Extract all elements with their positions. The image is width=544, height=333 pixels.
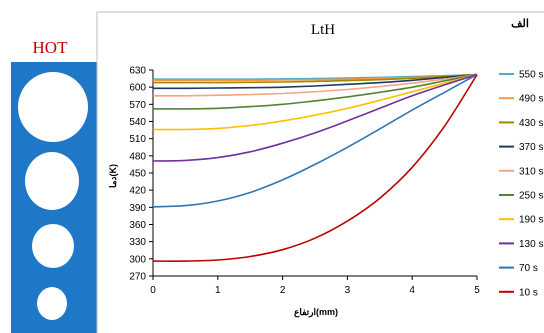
legend-label: 490 s (519, 94, 543, 105)
series-line-310s (153, 73, 478, 97)
y-tick-label: 390 (129, 203, 146, 214)
tube-hole (37, 287, 67, 320)
legend-label: 310 s (519, 166, 543, 177)
y-tick-label: 540 (129, 117, 146, 128)
series-line-190s (152, 73, 478, 131)
series-line-130s (152, 73, 478, 162)
axes-group: 270 300 330 360 390 420 450 480 510 540 570 600 630 0… (129, 66, 480, 297)
y-tick-label: 450 (129, 169, 146, 180)
y-tick-label: 570 (129, 100, 146, 111)
y-tick-label: 420 (129, 186, 146, 197)
series-line-10s (152, 74, 478, 262)
series-line-370s (152, 73, 478, 90)
legend-label: 550 s (519, 70, 543, 81)
x-tick-label: 3 (345, 285, 351, 296)
y-tick-label: 300 (129, 254, 146, 265)
legend: 550 s 490 s 430 s 370 s 310 s 250 s 190 s 130 s… (499, 70, 543, 298)
x-tick-label: 1 (215, 285, 221, 296)
series-line-70s (152, 73, 478, 208)
y-tick-label: 270 (129, 272, 146, 283)
x-tick-label: 4 (409, 285, 415, 296)
tube-hole (32, 224, 74, 268)
tube-hole (18, 72, 88, 142)
x-axis-label: ارتفاع(mm) (294, 307, 338, 318)
legend-label: 10 s (519, 287, 538, 298)
y-tick-label: 630 (129, 66, 146, 77)
y-axis-label: دما(K) (108, 164, 118, 188)
x-tick-label: 2 (280, 285, 286, 296)
tube-hole (25, 152, 79, 210)
x-tick-label: 0 (150, 285, 156, 296)
x-tick-label: 5 (474, 285, 480, 296)
legend-label: 70 s (519, 263, 538, 274)
series-line-250s (152, 73, 478, 110)
legend-label: 430 s (519, 118, 543, 129)
tube-body (11, 62, 97, 333)
hot-label: HOT (32, 38, 68, 57)
chart-title: LtH (311, 22, 335, 38)
legend-label: 250 s (519, 191, 543, 202)
series-line-430s (152, 73, 478, 84)
y-tick-label: 510 (129, 134, 146, 145)
tube-diagram: HOT (0, 0, 100, 333)
legend-label: 370 s (519, 142, 543, 153)
legend-label: 190 s (519, 215, 543, 226)
y-tick-label: 360 (129, 220, 146, 231)
y-tick-label: 600 (129, 83, 146, 94)
series-lines (152, 73, 478, 262)
y-tick-label: 480 (129, 151, 146, 162)
legend-label: 130 s (519, 239, 543, 250)
y-tick-label: 330 (129, 237, 146, 248)
corner-label: الف (511, 18, 529, 30)
